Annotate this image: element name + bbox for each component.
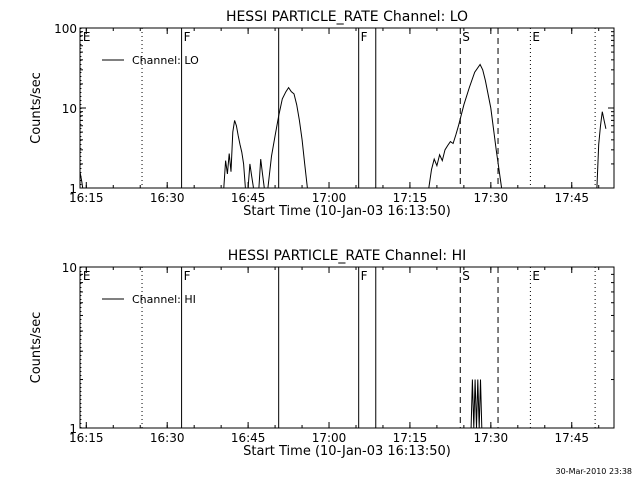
- x-tick-label: 16:30: [150, 191, 185, 205]
- marker-label: F: [361, 269, 368, 283]
- marker-label: F: [361, 30, 368, 44]
- x-tick-label: 16:30: [150, 431, 185, 445]
- series-line: [79, 171, 84, 189]
- x-tick-label: 17:15: [393, 191, 428, 205]
- chart-title: HESSI PARTICLE_RATE Channel: LO: [226, 9, 468, 25]
- plot-frame: [79, 27, 615, 189]
- timestamp-footer: 30-Mar-2010 23:38: [555, 467, 633, 476]
- x-tick-label: 17:00: [312, 431, 347, 445]
- series-line: [470, 379, 483, 429]
- chart-panel-2: HESSI PARTICLE_RATE Channel: HI 16:15 16:3…: [29, 248, 615, 459]
- y-axis-label: Counts/sec: [29, 72, 44, 144]
- series-line: [267, 86, 308, 189]
- x-tick-label: 17:00: [312, 191, 347, 205]
- x-tick-label: 17:45: [554, 191, 589, 205]
- series-line: [596, 111, 607, 189]
- y-tick-label: 100: [54, 22, 77, 36]
- x-tick-label: 16:45: [231, 431, 266, 445]
- marker-label: S: [462, 30, 470, 44]
- chart-title: HESSI PARTICLE_RATE Channel: HI: [228, 248, 466, 264]
- marker-label: F: [184, 269, 191, 283]
- x-tick-label: 16:15: [69, 191, 104, 205]
- marker-label: F: [184, 30, 191, 44]
- chart-panel-1: HESSI PARTICLE_RATE Channel: LO 16:15 16:3…: [29, 9, 615, 219]
- legend: Channel: LO: [102, 54, 199, 67]
- series-line: [258, 159, 265, 189]
- legend-label: Channel: LO: [132, 54, 199, 67]
- marker-label: E: [532, 269, 540, 283]
- x-tick-label: 17:30: [474, 431, 509, 445]
- y-tick-label: 10: [62, 102, 77, 116]
- legend-label: Channel: HI: [132, 293, 196, 306]
- plot-frame: [79, 266, 615, 429]
- y-tick-label: 1: [69, 422, 77, 436]
- y-tick-label: 10: [62, 261, 77, 275]
- marker-label: E: [83, 30, 91, 44]
- series-line: [223, 120, 246, 189]
- series-line: [247, 163, 254, 189]
- legend: Channel: HI: [102, 293, 196, 306]
- marker-label: S: [462, 269, 470, 283]
- x-tick-label: 17:45: [554, 431, 589, 445]
- marker-label: E: [83, 269, 91, 283]
- y-axis-label: Counts/sec: [29, 312, 44, 384]
- x-tick-label: 16:15: [69, 431, 104, 445]
- marker-label: E: [532, 30, 540, 44]
- y-tick-label: 1: [69, 182, 77, 196]
- x-axis-label: Start Time (10-Jan-03 16:13:50): [243, 444, 451, 459]
- x-tick-label: 17:15: [393, 431, 428, 445]
- series-line: [428, 63, 503, 189]
- x-tick-label: 17:30: [474, 191, 509, 205]
- x-tick-label: 16:45: [231, 191, 266, 205]
- x-axis-label: Start Time (10-Jan-03 16:13:50): [243, 204, 451, 219]
